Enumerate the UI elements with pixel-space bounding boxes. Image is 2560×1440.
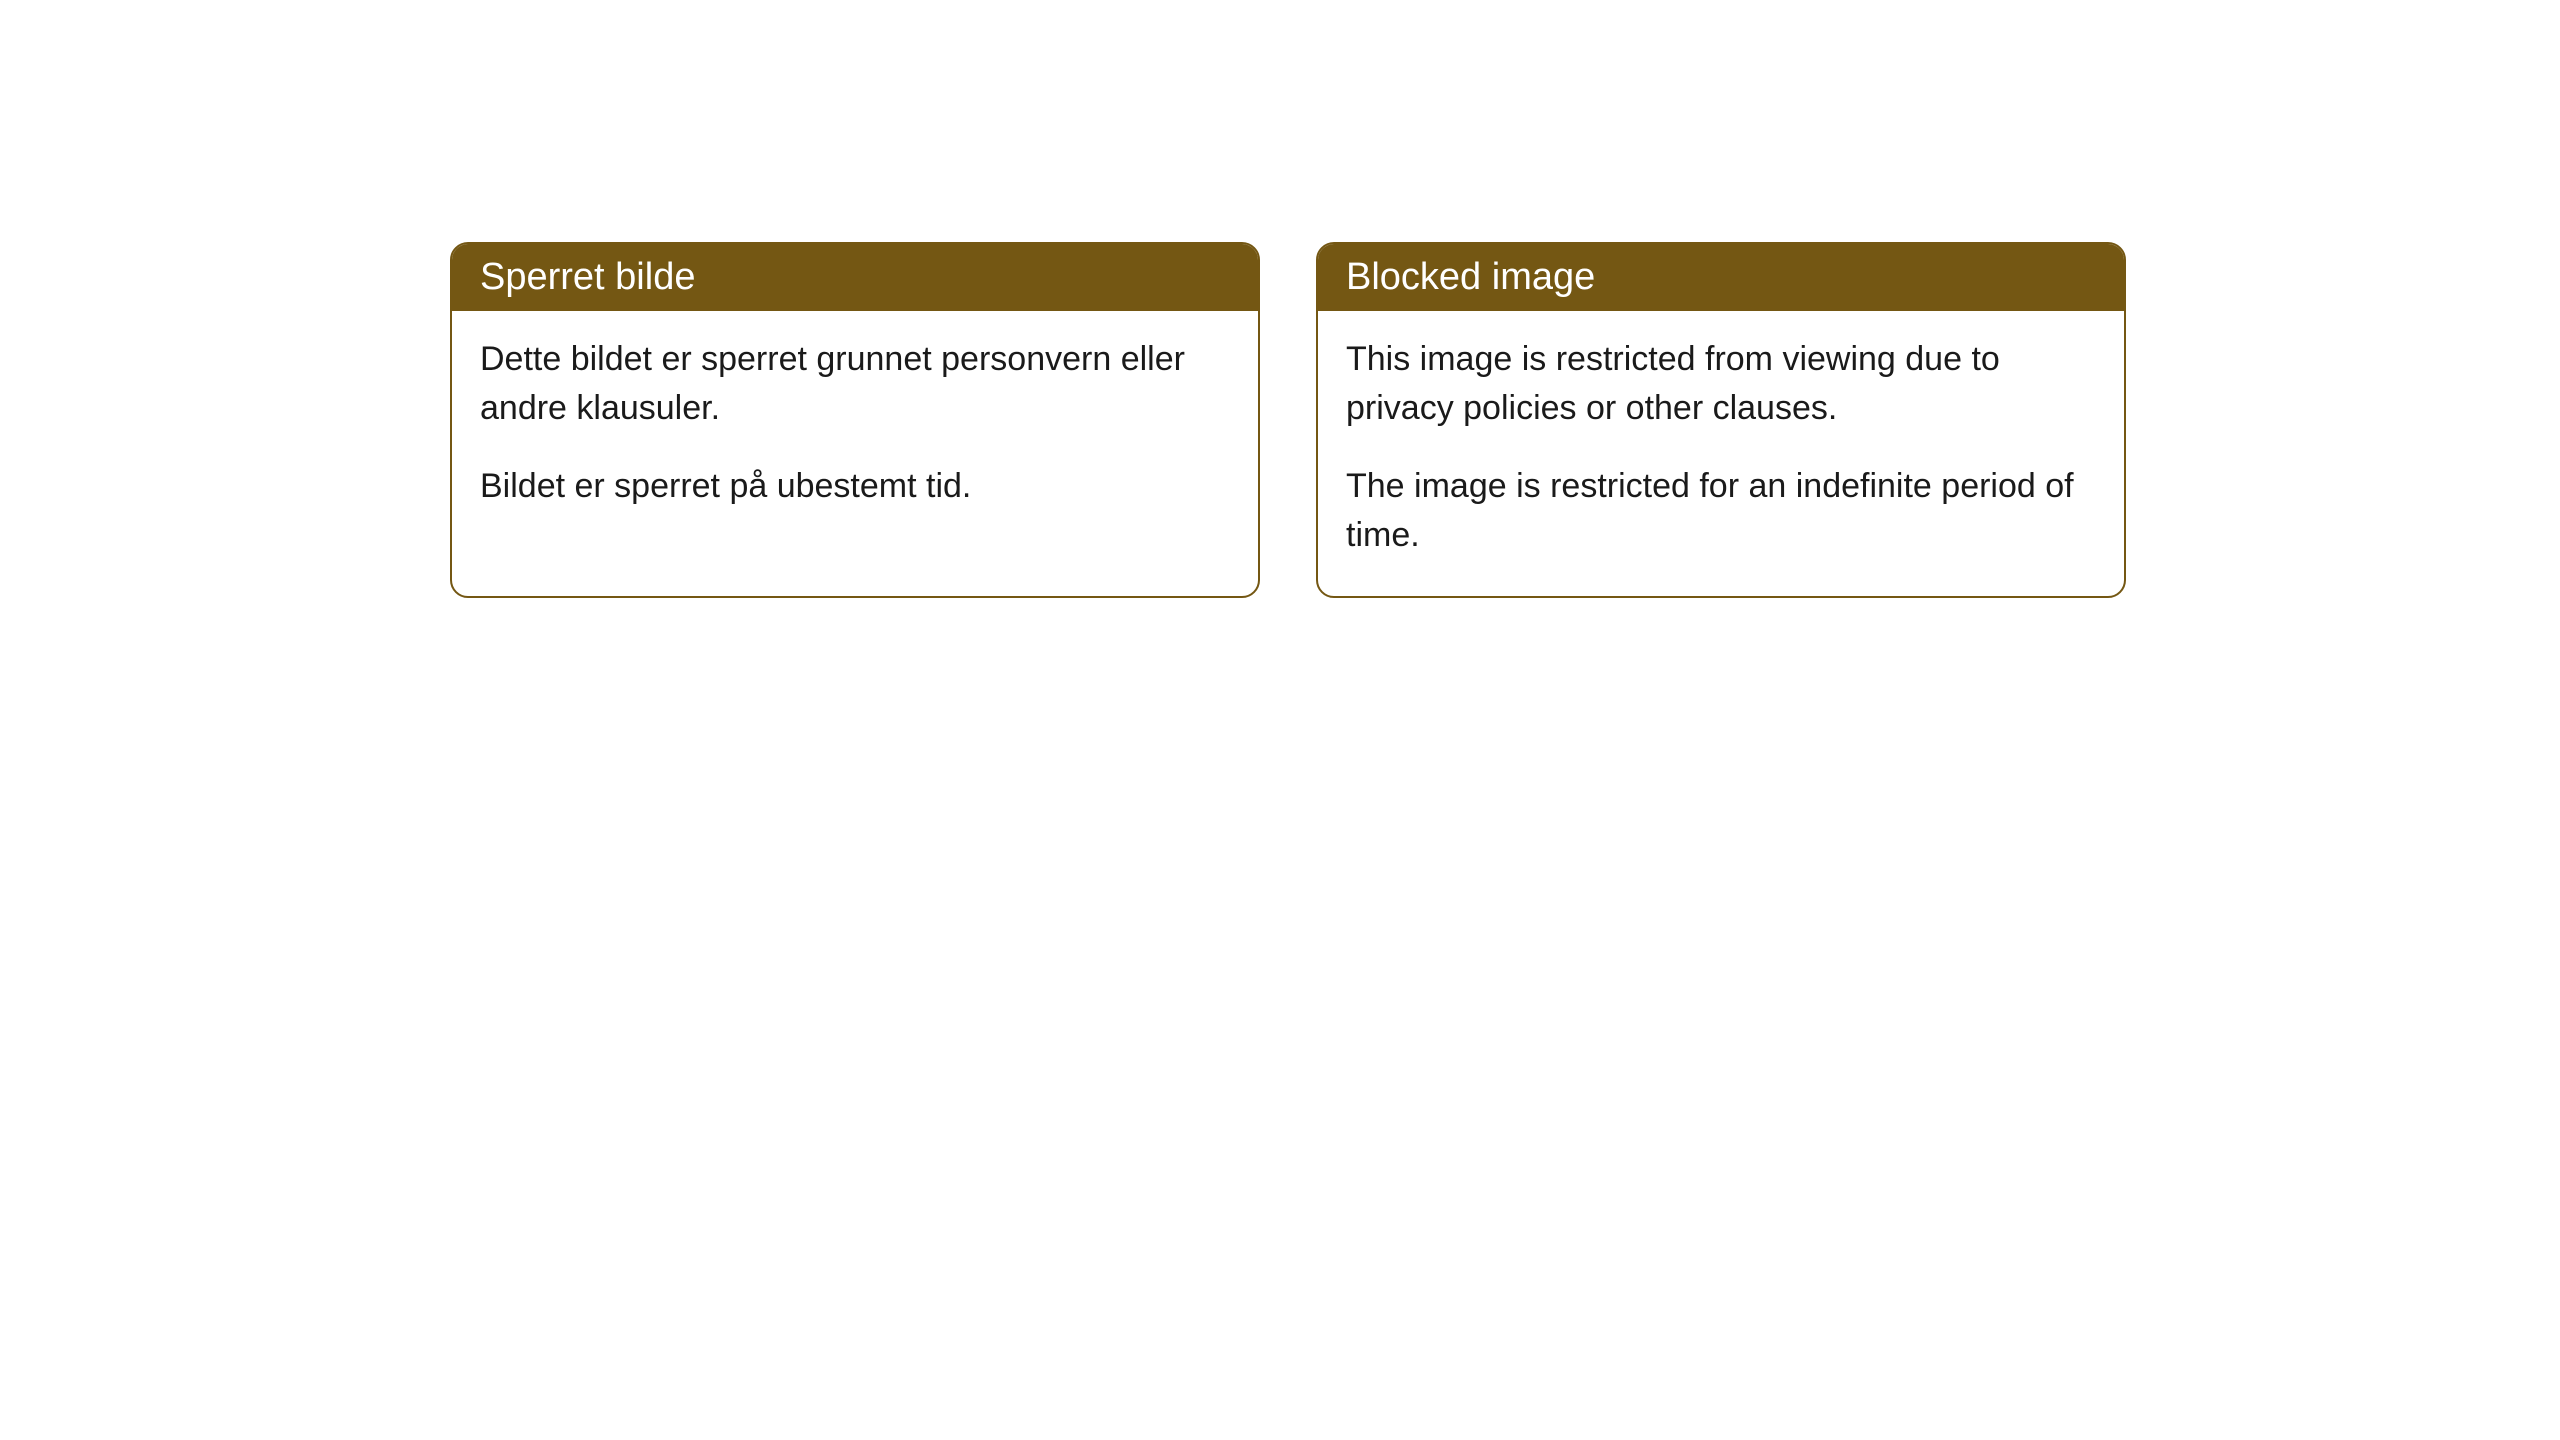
- card-body-norwegian: Dette bildet er sperret grunnet personve…: [452, 311, 1258, 547]
- card-paragraph-2-norwegian: Bildet er sperret på ubestemt tid.: [480, 462, 1230, 511]
- card-paragraph-2-english: The image is restricted for an indefinit…: [1346, 462, 2096, 561]
- card-header-norwegian: Sperret bilde: [452, 244, 1258, 311]
- card-paragraph-1-english: This image is restricted from viewing du…: [1346, 335, 2096, 434]
- card-title-english: Blocked image: [1346, 256, 1595, 298]
- card-title-norwegian: Sperret bilde: [480, 256, 695, 298]
- blocked-image-card-norwegian: Sperret bilde Dette bildet er sperret gr…: [450, 242, 1260, 598]
- notice-cards-container: Sperret bilde Dette bildet er sperret gr…: [450, 242, 2126, 598]
- card-paragraph-1-norwegian: Dette bildet er sperret grunnet personve…: [480, 335, 1230, 434]
- blocked-image-card-english: Blocked image This image is restricted f…: [1316, 242, 2126, 598]
- card-body-english: This image is restricted from viewing du…: [1318, 311, 2124, 596]
- card-header-english: Blocked image: [1318, 244, 2124, 311]
